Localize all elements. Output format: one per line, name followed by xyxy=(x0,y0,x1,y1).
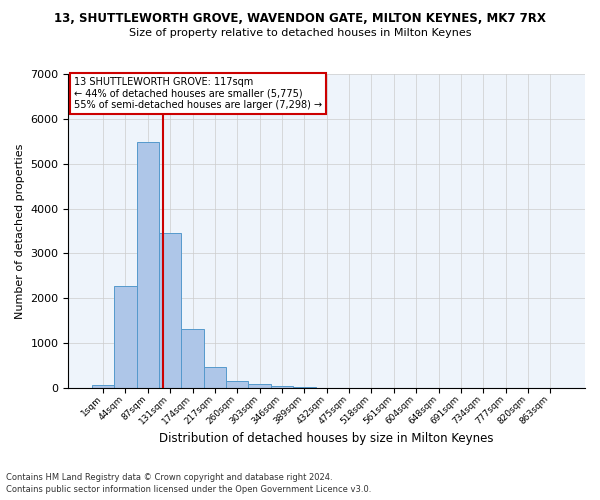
Bar xyxy=(159,234,181,388)
Text: 13, SHUTTLEWORTH GROVE, WAVENDON GATE, MILTON KEYNES, MK7 7RX: 13, SHUTTLEWORTH GROVE, WAVENDON GATE, M… xyxy=(54,12,546,26)
Bar xyxy=(226,381,248,388)
Bar xyxy=(181,329,204,388)
Text: 13 SHUTTLEWORTH GROVE: 117sqm
← 44% of detached houses are smaller (5,775)
55% o: 13 SHUTTLEWORTH GROVE: 117sqm ← 44% of d… xyxy=(74,77,322,110)
Bar xyxy=(204,367,226,388)
Bar xyxy=(293,387,316,388)
Text: Contains public sector information licensed under the Open Government Licence v3: Contains public sector information licen… xyxy=(6,485,371,494)
Text: Size of property relative to detached houses in Milton Keynes: Size of property relative to detached ho… xyxy=(129,28,471,38)
Bar xyxy=(248,384,271,388)
Bar xyxy=(271,386,293,388)
X-axis label: Distribution of detached houses by size in Milton Keynes: Distribution of detached houses by size … xyxy=(160,432,494,445)
Bar xyxy=(92,384,114,388)
Text: Contains HM Land Registry data © Crown copyright and database right 2024.: Contains HM Land Registry data © Crown c… xyxy=(6,472,332,482)
Bar xyxy=(137,142,159,388)
Y-axis label: Number of detached properties: Number of detached properties xyxy=(15,144,25,318)
Bar xyxy=(114,286,137,388)
